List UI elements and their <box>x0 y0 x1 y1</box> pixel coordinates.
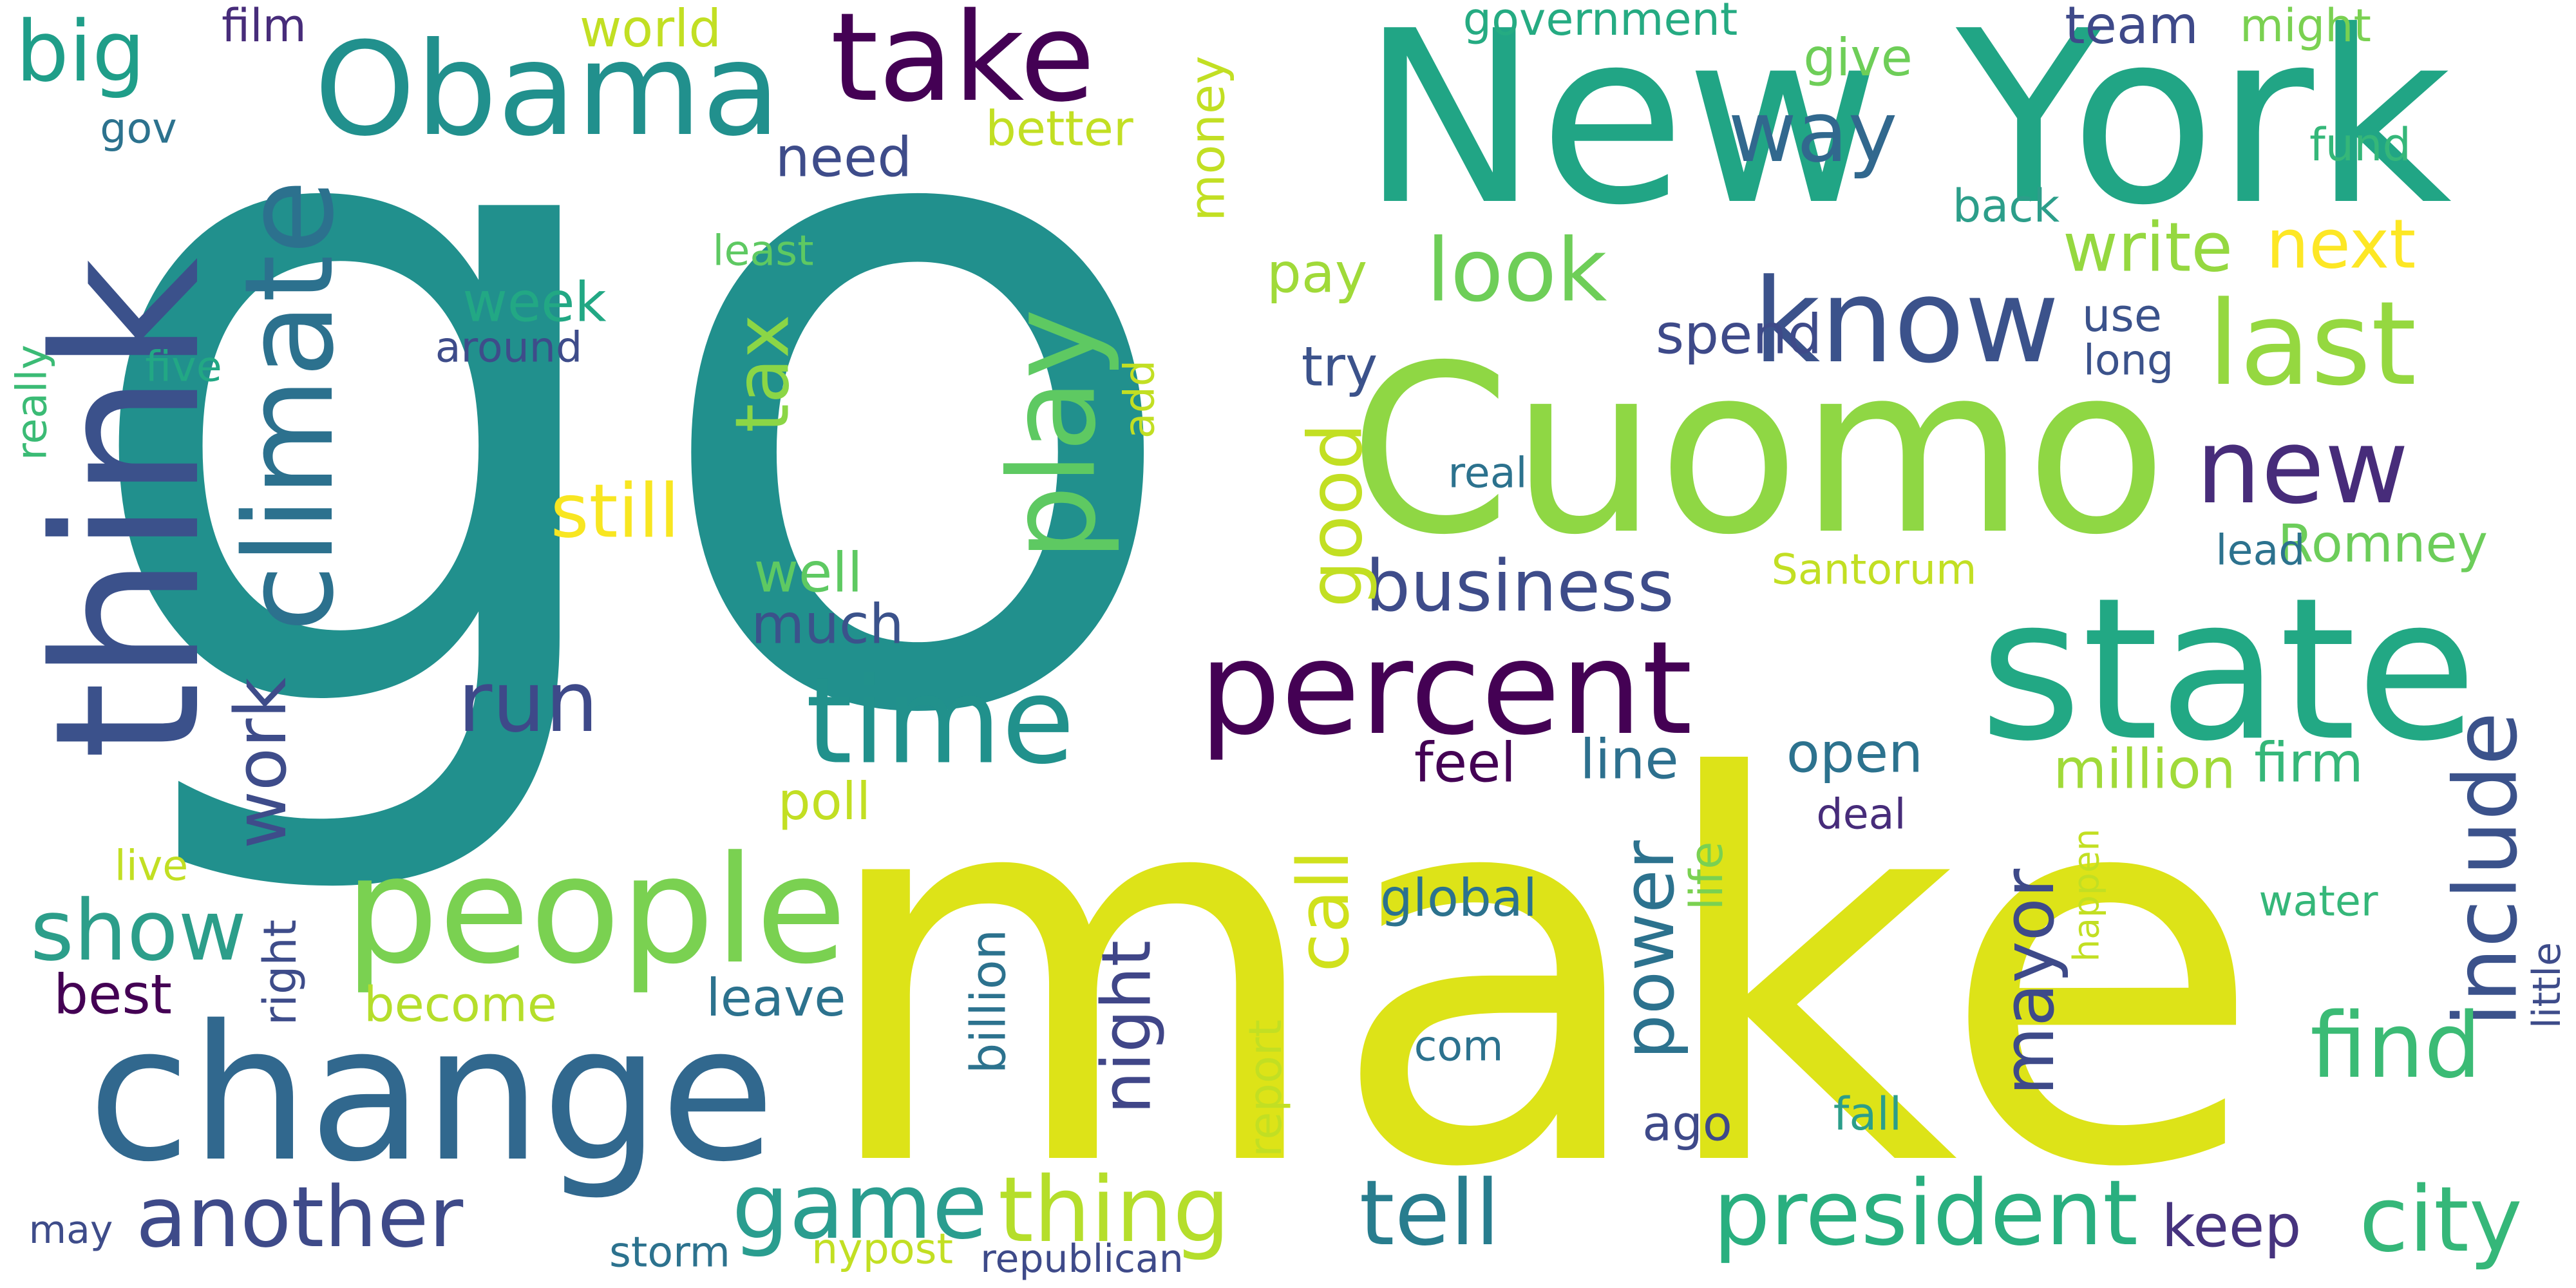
word-another: another <box>135 1168 464 1266</box>
word-feel: feel <box>1414 731 1517 795</box>
word-really: really <box>8 345 57 460</box>
word-santorum: Santorum <box>1771 545 1977 594</box>
word-try: try <box>1301 335 1378 399</box>
word-may: may <box>28 1208 113 1253</box>
word-long: long <box>2083 336 2174 385</box>
word-com: com <box>1414 1022 1504 1071</box>
word-change: change <box>88 986 775 1203</box>
word-least: least <box>712 227 814 276</box>
word-well: well <box>753 541 863 605</box>
word-fund: fund <box>2309 118 2411 171</box>
word-week: week <box>462 270 607 335</box>
word-live: live <box>114 842 189 891</box>
word-nypost: nypost <box>811 1225 954 1274</box>
word-know: know <box>1753 254 2060 389</box>
word-right: right <box>254 919 307 1026</box>
word-happen: happen <box>2065 828 2107 962</box>
word-run: run <box>457 653 599 751</box>
word-team: team <box>2065 0 2199 55</box>
word-little: little <box>2524 942 2570 1028</box>
word-lead: lead <box>2215 526 2306 575</box>
word-cuomo: Cuomo <box>1349 316 2168 585</box>
word-add: add <box>1115 359 1164 439</box>
word-billion: billion <box>960 929 1017 1074</box>
word-still: still <box>550 468 680 555</box>
word-become: become <box>363 976 558 1033</box>
word-use: use <box>2082 289 2162 342</box>
word-world: world <box>579 0 722 59</box>
word-leave: leave <box>706 968 846 1028</box>
word-spend: spend <box>1655 303 1823 367</box>
word-thing: thing <box>998 1158 1231 1263</box>
word-firm: firm <box>2254 731 2363 795</box>
word-time: time <box>806 651 1075 791</box>
word-real: real <box>1448 449 1528 498</box>
word-tax: tax <box>719 314 806 433</box>
word-power: power <box>1607 840 1690 1059</box>
word-mayor: mayor <box>1987 868 2070 1096</box>
word-keep: keep <box>2161 1193 2302 1260</box>
word-film: film <box>222 0 307 52</box>
word-money: money <box>1179 55 1236 222</box>
word-best: best <box>53 963 172 1027</box>
word-way: way <box>1728 83 1898 181</box>
word-water: water <box>2259 877 2378 926</box>
word-look: look <box>1426 220 1607 321</box>
word-big: big <box>15 3 146 100</box>
word-much: much <box>751 592 904 657</box>
word-five: five <box>145 343 222 392</box>
word-government: government <box>1463 0 1738 46</box>
word-business: business <box>1365 545 1674 627</box>
word-better: better <box>985 100 1133 157</box>
word-new-york: New York <box>1360 0 2452 258</box>
word-people: people <box>345 825 847 997</box>
word-think: think <box>12 257 245 761</box>
word-state: state <box>1979 555 2477 784</box>
word-last: last <box>2207 277 2417 412</box>
word-tell: tell <box>1359 1161 1501 1266</box>
word-write: write <box>2063 208 2233 287</box>
word-storm: storm <box>609 1228 731 1277</box>
word-gov: gov <box>100 104 177 153</box>
word-next: next <box>2266 205 2416 284</box>
word-show: show <box>30 882 247 980</box>
word-give: give <box>1803 28 1913 88</box>
word-might: might <box>2240 0 2371 52</box>
word-work: work <box>220 677 302 849</box>
word-report: report <box>1239 1019 1292 1157</box>
word-night: night <box>1087 940 1166 1115</box>
word-president: president <box>1713 1161 2138 1266</box>
word-line: line <box>1580 728 1679 792</box>
word-go: go <box>69 0 1193 911</box>
word-pay: pay <box>1266 242 1368 306</box>
word-fall: fall <box>1833 1088 1902 1141</box>
word-call: call <box>1282 850 1365 972</box>
word-back: back <box>1952 180 2060 232</box>
word-global: global <box>1380 868 1537 928</box>
word-city: city <box>2359 1168 2523 1273</box>
word-life: life <box>1680 841 1733 911</box>
word-make: make <box>814 668 2264 1283</box>
word-climate: climate <box>218 179 361 632</box>
word-poll: poll <box>777 772 871 831</box>
word-new: new <box>2195 406 2409 527</box>
word-obama: Obama <box>314 15 781 165</box>
word-open: open <box>1786 721 1924 786</box>
word-around: around <box>435 323 583 372</box>
word-percent: percent <box>1198 614 1693 764</box>
word-find: find <box>2310 994 2481 1099</box>
word-republican: republican <box>980 1236 1184 1282</box>
word-play: play <box>983 308 1122 561</box>
word-deal: deal <box>1816 790 1906 839</box>
word-take: take <box>830 0 1095 129</box>
word-include: include <box>2435 712 2537 1027</box>
word-ago: ago <box>1642 1095 1732 1152</box>
word-good: good <box>1293 422 1379 608</box>
word-need: need <box>775 126 913 190</box>
word-million: million <box>2053 737 2236 802</box>
word-game: game <box>732 1155 988 1260</box>
word-romney: Romney <box>2277 514 2488 574</box>
